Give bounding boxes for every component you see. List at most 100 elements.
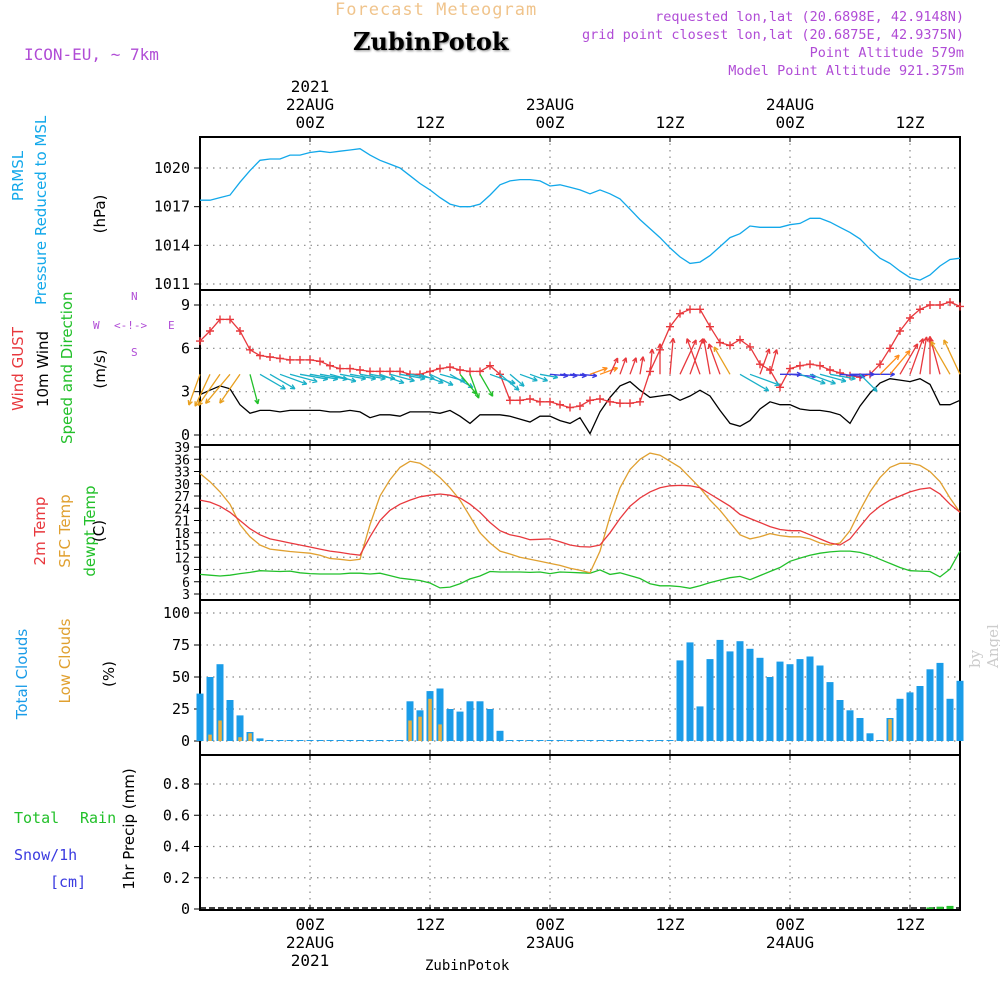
wind-direction-arrow [529,373,549,382]
total-cloud-bar [476,701,484,741]
total-cloud-bar [526,740,534,741]
wind-direction-arrow [269,373,296,390]
gust-marker [296,355,304,364]
y-tick-label: 9 [181,296,190,314]
total-cloud-bar [836,700,844,741]
cm-label: [cm] [50,873,87,891]
compass-south: S [131,346,138,359]
total-cloud-bar [216,664,224,741]
pressure-line [200,148,961,281]
total-cloud-bar [576,740,584,741]
time-label-top: 00Z [776,113,805,132]
wind-direction-arrow [769,349,779,375]
time-label-top: 12Z [416,113,445,132]
total-cloud-bar [496,730,504,741]
wind-direction-arrow [879,354,900,375]
total-cloud-bar [446,709,454,741]
y-tick-label: 0.8 [163,775,190,793]
gust-marker [376,367,384,376]
y-tick-label: 36 [174,453,190,468]
total-cloud-bar [336,740,344,741]
total-cloud-bar [686,642,694,741]
wind-direction-arrow [379,373,405,385]
total-cloud-bar [906,692,914,741]
wind-direction-arrow [609,357,619,375]
gust-marker [196,337,204,346]
gust-marker [356,366,364,374]
wind-direction-arrow [389,373,415,383]
snow-label: Snow/1h [14,846,78,864]
model-altitude: Model Point Altitude 921.375m [728,63,964,79]
total-cloud-bar [746,648,754,741]
wind-direction-arrow [279,373,308,386]
gust-marker [596,394,604,403]
total-cloud-bar [696,706,704,741]
model-label: ICON-EU, ~ 7km [24,45,159,64]
gust-marker [266,353,274,361]
gust-marker [556,400,564,409]
total-cloud-bar [456,711,464,741]
gust-marker [956,302,964,311]
time-label-top: 12Z [656,113,685,132]
total-cloud-bar [276,740,284,741]
wind-direction-arrow [204,373,231,404]
total-cloud-bar [846,710,854,741]
wind-direction-arrow [819,373,847,383]
gust-marker [586,396,594,405]
gust-marker [476,367,484,376]
gust-marker [906,314,914,322]
total-cloud-bar [316,740,324,741]
time-label-bottom: 00Z [296,915,325,934]
gust-marker [256,351,264,360]
gust-marker [756,360,764,369]
gust-marker [786,364,794,373]
wind-direction-arrow [289,373,318,384]
total-cloud-bar [346,740,354,741]
wind-direction-arrow [249,374,260,405]
y-tick-label: 0.6 [163,806,190,824]
y-tick-label: 6 [181,339,190,357]
gust-marker [696,305,704,314]
total-cloud-bar [856,718,864,741]
chart-title: Forecast Meteogram [335,0,538,20]
y-tick-label: 6 [182,576,190,591]
total-cloud-bar [566,740,574,741]
gust-marker [926,301,934,309]
total-cloud-bar [806,656,814,741]
panel-frame [199,136,961,291]
time-label-top: 22AUG [286,95,334,114]
wind-direction-arrow [829,373,856,381]
wind-direction-arrow [669,337,676,375]
gust-marker [876,360,884,369]
low-cloud-bar [418,716,422,741]
wind-direction-arrow [707,343,721,375]
gust-marker [726,341,734,350]
rain-bar [936,906,944,909]
wind-direction-arrow [799,373,826,385]
gust-marker [626,399,634,408]
total-cloud-bar [706,659,714,741]
wind-direction-arrow [899,343,919,375]
wind-direction-arrow [685,338,701,375]
gust-marker [536,397,544,406]
gust-marker [226,315,234,324]
time-label-top: 00Z [296,113,325,132]
y-tick-label: 39 [174,441,190,456]
low-cloud-bar [408,720,412,741]
gust-marker [936,301,944,309]
gust-marker [216,315,224,324]
total-cloud-bar [736,641,744,741]
total-cloud-bar [676,660,684,741]
time-label-bottom: 12Z [656,915,685,934]
gust-marker [706,322,714,331]
total-cloud-bar [356,740,364,741]
gust-marker [776,383,784,392]
wind-direction-arrow [479,373,494,397]
gust-marker [456,366,464,374]
wind-direction-arrow [429,373,454,386]
wind-direction-arrow [759,348,771,375]
y-tick-label: 25 [172,700,190,718]
wind-direction-arrow [943,339,961,375]
wind-direction-arrow [739,373,770,392]
gust-marker [796,361,804,370]
